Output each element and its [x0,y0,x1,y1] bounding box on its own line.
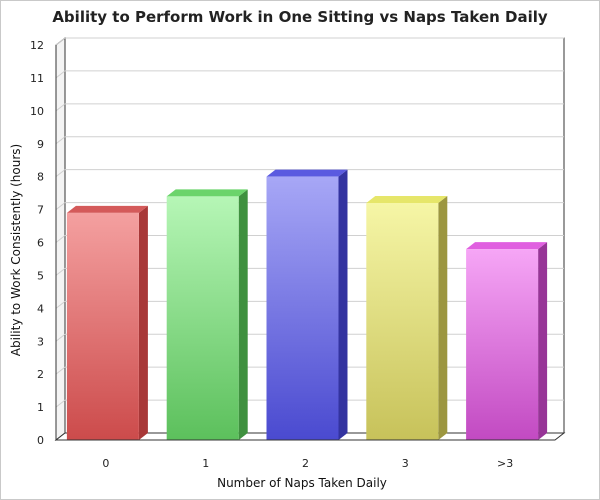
y-tick-label: 1 [37,401,44,414]
y-gridline-side [55,235,66,243]
y-gridline-side [55,399,66,408]
y-gridline-side [55,169,66,178]
y-tick-label: 3 [37,335,44,348]
y-gridline-side [55,70,66,79]
y-tick-label: 5 [37,269,44,282]
x-tick-label: 3 [402,457,409,470]
y-tick-label: 9 [37,138,44,151]
chart-title: Ability to Perform Work in One Sitting v… [52,8,548,26]
y-tick-label: 6 [37,237,44,250]
bar-top [66,205,148,213]
y-tick-label: 10 [30,105,44,118]
x-tick-label: 2 [302,457,309,470]
y-tick-label: 12 [30,39,44,52]
y-axis-label: Ability to Work Consistently (hours) [9,144,23,356]
bar-side [438,196,448,440]
bar-side [338,169,348,440]
bar-side [538,242,548,440]
x-tick-label: 1 [202,457,209,470]
y-tick-label: 4 [37,302,44,315]
bar-side [138,205,148,440]
bar-front [66,212,139,440]
y-gridline-side [55,136,66,145]
y-gridline-side [55,37,66,46]
bar-top [366,196,448,203]
bar-top [166,189,248,197]
bars-layer [66,169,548,440]
bar-top [466,242,548,250]
y-gridline-side [55,268,66,276]
bar-front [466,249,539,440]
bar-front [366,203,439,440]
bar-1 [166,189,248,440]
bar-0 [66,205,148,440]
y-tick-label: 11 [30,72,44,85]
x-axis-label: Number of Naps Taken Daily [217,476,387,490]
bar-2 [266,169,348,440]
y-tick-label: 0 [37,434,44,447]
y-gridline-side [55,202,66,210]
bar-top [266,169,348,177]
x-tick-label: 0 [102,457,109,470]
bar-front [166,196,239,440]
y-gridline-side [55,300,66,309]
y-gridline-side [55,333,66,342]
y-gridline-side [55,366,66,375]
bar-3 [366,196,448,440]
bar-side [238,189,248,440]
y-tick-label: 8 [37,171,44,184]
bar-front [266,176,339,440]
y-tick-label: 7 [37,204,44,217]
x-tick-label: >3 [497,457,513,470]
bar->3 [466,242,548,440]
y-gridline-side [55,103,66,112]
y-tick-label: 2 [37,368,44,381]
